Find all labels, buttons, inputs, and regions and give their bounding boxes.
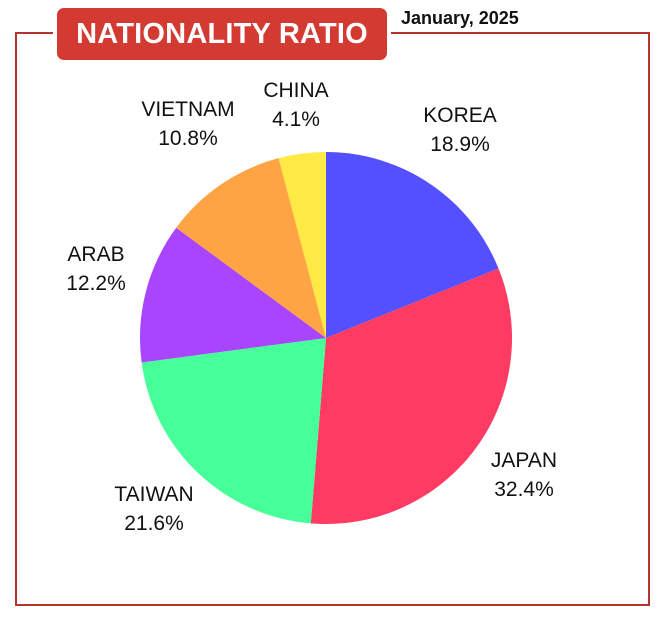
pie-slice-korea [326,152,499,338]
chart-date: January, 2025 [397,8,523,29]
slice-value-taiwan: 21.6% [124,512,184,535]
pie-slice-china [278,152,326,338]
slice-value-japan: 32.4% [494,478,554,501]
pie-slice-taiwan [141,338,326,524]
slice-value-korea: 18.9% [430,133,490,156]
slice-label-japan: JAPAN [491,449,557,472]
pie-labels: KOREA 18.9% JAPAN 32.4% TAIWAN 21.6% ARAB 12.2%… [66,79,557,535]
slice-label-vietnam: VIETNAM [141,98,234,121]
chart-title: NATIONALITY RATIO [57,8,387,60]
pie-slice-arab [140,227,326,363]
slice-value-china: 4.1% [272,108,320,131]
slice-value-arab: 12.2% [66,272,126,295]
pie-slice-japan [310,268,512,525]
slice-label-korea: KOREA [423,104,497,127]
slice-value-vietnam: 10.8% [158,127,218,150]
slice-label-taiwan: TAIWAN [114,483,193,506]
slice-label-arab: ARAB [67,243,124,266]
slice-label-china: CHINA [263,79,328,102]
pie-slices [140,152,512,525]
pie-slice-vietnam [176,158,326,338]
